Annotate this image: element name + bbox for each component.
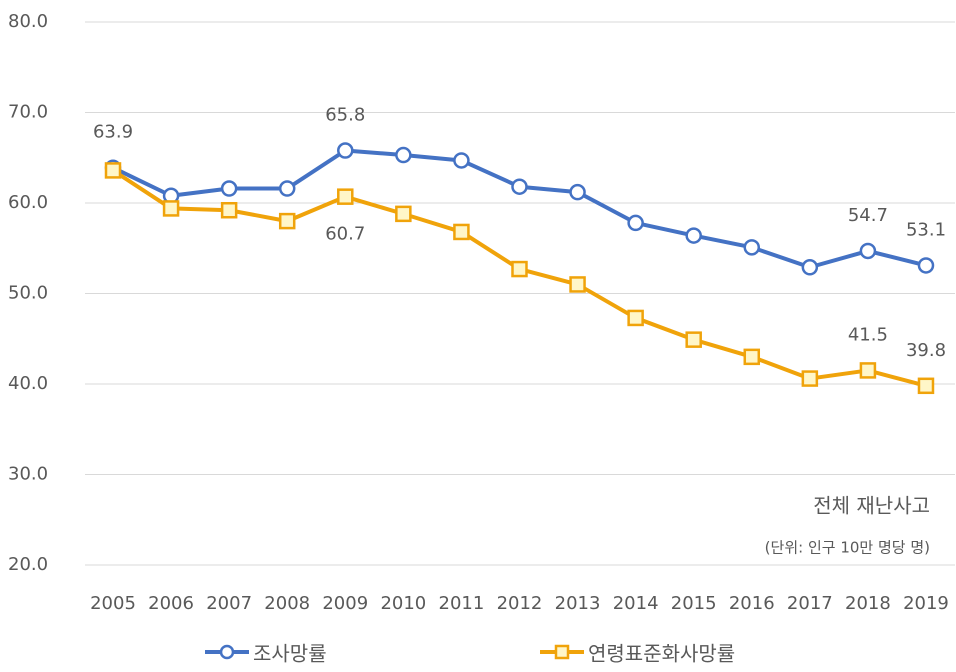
marker — [395, 146, 412, 164]
x-tick-label: 2005 — [90, 593, 136, 614]
marker — [337, 142, 354, 159]
marker — [801, 370, 819, 387]
x-tick-label: 2007 — [206, 593, 252, 614]
marker — [627, 214, 644, 232]
marker — [395, 205, 412, 223]
x-tick-label: 2010 — [380, 593, 426, 614]
marker — [569, 276, 586, 293]
marker — [859, 362, 877, 379]
legend-marker — [219, 644, 235, 660]
x-tick-label: 2017 — [787, 593, 833, 614]
marker — [917, 377, 935, 395]
x-tick-label: 2006 — [148, 593, 194, 614]
x-tick-label: 2013 — [555, 593, 601, 614]
y-tick-label: 70.0 — [8, 102, 48, 123]
marker — [685, 227, 702, 244]
annotation: (단위: 인구 10만 명당 명) — [765, 539, 930, 557]
data-label: 60.7 — [325, 224, 365, 245]
y-tick-label: 50.0 — [8, 283, 48, 304]
x-tick-label: 2009 — [322, 593, 368, 614]
y-tick-label: 30.0 — [8, 464, 48, 485]
annotation: 전체 재난사고 — [813, 494, 930, 518]
x-tick-label: 2016 — [729, 593, 775, 614]
marker — [104, 162, 122, 179]
data-label: 39.8 — [906, 340, 946, 361]
marker — [859, 242, 877, 260]
marker — [569, 183, 586, 201]
marker — [278, 212, 296, 230]
data-label: 63.9 — [93, 122, 133, 143]
marker — [511, 260, 528, 278]
legend-item: 조사망률 — [205, 642, 327, 666]
marker — [917, 257, 935, 274]
y-tick-label: 60.0 — [8, 192, 48, 213]
marker — [278, 180, 296, 197]
y-tick-label: 80.0 — [8, 11, 48, 32]
x-tick-label: 2011 — [439, 593, 485, 614]
marker — [453, 152, 470, 169]
x-tick-label: 2012 — [497, 593, 543, 614]
marker — [685, 331, 702, 348]
x-tick-label: 2008 — [264, 593, 310, 614]
marker — [801, 259, 819, 276]
x-tick-label: 2018 — [845, 593, 891, 614]
data-label: 41.5 — [848, 324, 888, 345]
marker — [337, 188, 354, 205]
legend-marker — [554, 644, 570, 660]
legend-label: 조사망률 — [253, 642, 327, 666]
marker — [162, 200, 180, 217]
x-tick-label: 2014 — [613, 593, 659, 614]
marker — [511, 178, 528, 195]
x-tick-label: 2015 — [671, 593, 717, 614]
marker — [627, 309, 644, 327]
legend-item: 연령표준화사망률 — [540, 642, 735, 666]
y-tick-label: 20.0 — [8, 554, 48, 575]
legend-label: 연령표준화사망률 — [588, 642, 735, 666]
data-label: 65.8 — [325, 105, 365, 126]
data-label: 53.1 — [906, 219, 946, 240]
marker — [220, 180, 238, 197]
marker — [743, 239, 761, 256]
data-label: 54.7 — [848, 205, 888, 226]
marker — [743, 348, 761, 366]
y-tick-label: 40.0 — [8, 373, 48, 394]
marker — [220, 201, 238, 219]
marker — [453, 223, 470, 241]
x-tick-label: 2019 — [903, 593, 949, 614]
